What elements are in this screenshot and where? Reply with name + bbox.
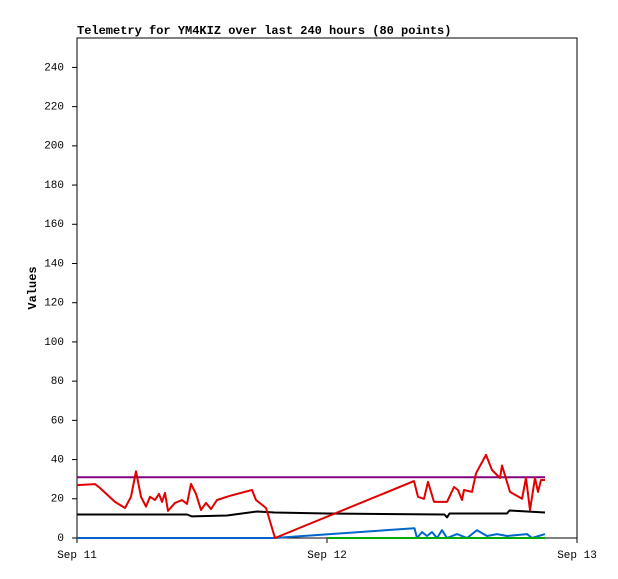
- series-line: [76, 453, 545, 539]
- y-tick-label: 80: [51, 376, 64, 388]
- y-tick-label: 180: [44, 180, 64, 192]
- y-tick-label: 60: [51, 415, 64, 427]
- y-tick-label: 240: [44, 62, 64, 74]
- chart-title: Telemetry for YM4KIZ over last 240 hours…: [77, 24, 451, 38]
- series-line: [77, 509, 546, 519]
- y-tick-label: 0: [57, 533, 64, 545]
- y-tick-label: 100: [44, 337, 64, 349]
- y-tick-label: 40: [51, 454, 64, 466]
- y-tick-label: 160: [44, 219, 64, 231]
- y-tick-label: 200: [44, 141, 64, 153]
- y-tick-label: 120: [44, 298, 64, 310]
- y-tick-label: 220: [44, 102, 64, 114]
- y-axis-label: Values: [26, 266, 40, 309]
- y-tick-label: 20: [51, 494, 64, 506]
- x-tick-label: Sep 12: [307, 550, 347, 562]
- x-tick-label: Sep 13: [557, 550, 597, 562]
- y-tick-label: 140: [44, 258, 64, 270]
- x-tick-label: Sep 11: [57, 550, 97, 562]
